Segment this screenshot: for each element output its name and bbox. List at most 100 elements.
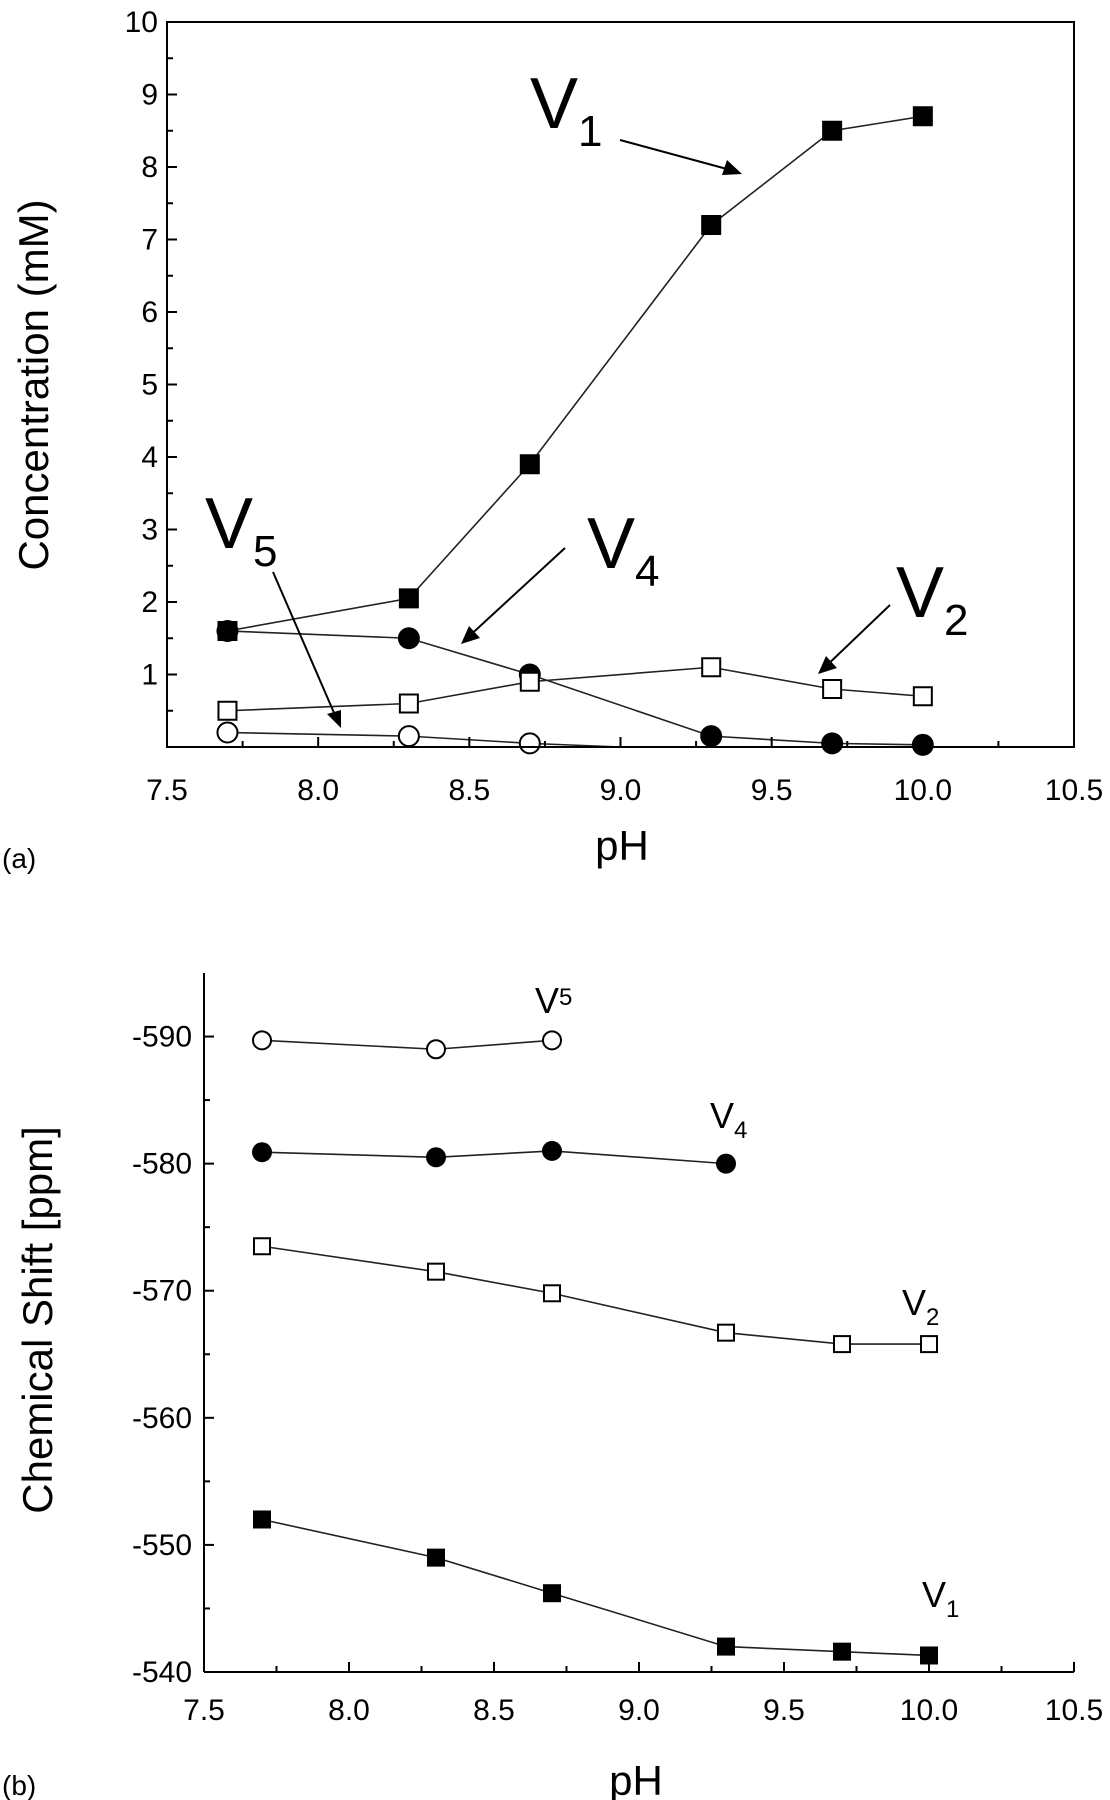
panel-a-point-v2: [398, 693, 419, 714]
panel-b-ytick-label: -560: [132, 1402, 192, 1435]
panel-b-xtick-label: 8.5: [473, 1694, 515, 1727]
panel-b-xtick-label: 7.5: [183, 1694, 225, 1727]
panel-a-point-v2: [912, 686, 933, 707]
panel-a-point-v5: [397, 725, 420, 748]
panel-a-line-v4: [227, 630, 923, 746]
panel-a-series-v1: [217, 106, 933, 641]
panel-a-point-v2: [822, 679, 843, 699]
panel-b-point-v2: [920, 1335, 938, 1354]
panel-a-line-v2: [227, 666, 923, 712]
panel-a-point-v2: [701, 657, 722, 678]
panel-b-point-v1: [427, 1548, 445, 1567]
panel-a-point-v4: [821, 732, 844, 755]
panel-a-arrow-v5: [272, 571, 339, 723]
panel-a-arrow-v2: [821, 604, 891, 671]
panel-a-axes: 7.5 8.0 8.5 9.0 9.5 10.0 10.5 1 2 3 4 5 6 7 8 9 10: [125, 6, 1104, 807]
panel-a-ylabel: Concentration (mM): [10, 199, 57, 570]
panel-b-plot-area: [252, 1030, 938, 1665]
panel-b-annotation-v2: V2: [902, 1282, 939, 1331]
panel-b-series-v1: [253, 1510, 938, 1665]
panel-a-tag: (a): [2, 843, 36, 874]
panel-b-ytick-label: -540: [132, 1656, 192, 1689]
panel-b-point-v4: [542, 1140, 562, 1161]
panel-b-point-v1: [833, 1642, 851, 1661]
panel-b-point-v2: [833, 1335, 851, 1354]
panel-b-xtick-label: 10.0: [900, 1694, 958, 1727]
panel-a-annotation-v2: V2: [818, 553, 969, 674]
panel-a-concentration-chart: 7.5 8.0 8.5 9.0 9.5 10.0 10.5 1 2 3 4 5 6 7 8 9 10 pH Co…: [2, 6, 1103, 874]
panel-a-annotation-v4: V4: [461, 504, 660, 644]
panel-a-point-v1: [398, 588, 419, 609]
panel-b-series-v4: [252, 1140, 736, 1174]
panel-b-xtick-label: 9.5: [763, 1694, 805, 1727]
panel-a-line-v1: [227, 115, 923, 632]
panel-b-ytick-label: -580: [132, 1148, 192, 1181]
panel-b-line-v4: [261, 1150, 727, 1165]
panel-a-annotation-v1: V1: [530, 64, 742, 175]
panel-a-point-v4: [397, 627, 420, 650]
panel-b-point-v4: [426, 1147, 446, 1168]
panel-a-xtick-label: 9.0: [600, 774, 642, 807]
panel-a-point-v2: [217, 700, 238, 721]
panel-b-chemical-shift-chart: 7.5 8.0 8.5 9.0 9.5 10.0 10.5 -540 -550 -560 -570 -…: [2, 973, 1103, 1800]
panel-a-line-v5: [227, 731, 621, 748]
panel-b-point-v5: [426, 1039, 446, 1060]
panel-b-xtick-label: 10.5: [1045, 1694, 1103, 1727]
svg-text:V1: V1: [530, 64, 603, 156]
panel-b-point-v2: [427, 1262, 445, 1281]
svg-text:V2: V2: [896, 553, 969, 645]
panel-a-frame: [166, 21, 1075, 748]
panel-a-point-v2: [519, 671, 540, 692]
panel-b-point-v1: [543, 1584, 561, 1603]
panel-b-point-v1: [717, 1637, 735, 1656]
panel-b-point-v5: [252, 1030, 272, 1051]
panel-b-series-v5: [252, 1030, 562, 1060]
panel-a-ytick-label: 9: [141, 79, 158, 112]
panel-a-point-v5: [518, 732, 541, 755]
panel-b-annotation-v4: V4: [710, 1095, 747, 1144]
panel-b-point-v1: [253, 1510, 271, 1529]
panel-a-xtick-label: 7.5: [146, 774, 188, 807]
panel-b-annotation-v5: V5: [535, 980, 572, 1021]
panel-a-point-v1: [822, 120, 843, 141]
panel-a-ytick-label: 2: [141, 586, 158, 619]
panel-a-ytick-label: 8: [141, 151, 158, 184]
panel-b-ylabel: Chemical Shift [ppm]: [14, 1126, 61, 1513]
panel-a-xtick-label: 8.5: [448, 774, 490, 807]
panel-a-xtick-label: 8.0: [297, 774, 339, 807]
panel-a-ytick-label: 3: [141, 514, 158, 547]
panel-b-xtick-label: 9.0: [618, 1694, 660, 1727]
panel-b-point-v2: [253, 1237, 271, 1256]
panel-a-series-v5: [216, 721, 621, 755]
panel-a-arrow-v1: [619, 139, 739, 173]
panel-a-ytick-label: 10: [125, 6, 158, 39]
panel-b-xtick-label: 8.0: [328, 1694, 370, 1727]
panel-a-xtick-label: 10.5: [1045, 774, 1103, 807]
svg-text:V5: V5: [205, 484, 278, 576]
panel-b-tag: (b): [2, 1770, 36, 1800]
panel-a-annotation-v5: V5: [205, 484, 341, 728]
panel-b-ytick-label: -570: [132, 1275, 192, 1308]
panel-a-point-v1: [701, 215, 722, 235]
panel-a-arrow-v4: [464, 547, 566, 641]
panel-b-axes: 7.5 8.0 8.5 9.0 9.5 10.0 10.5 -540 -550 -560 -570 -…: [132, 1021, 1103, 1727]
panel-b-point-v4: [252, 1142, 272, 1163]
panel-a-ytick-label: 5: [141, 369, 158, 402]
panel-a-ytick-label: 6: [141, 296, 158, 329]
panel-b-point-v2: [717, 1323, 735, 1342]
panel-b-point-v4: [716, 1153, 736, 1174]
panel-b-point-v1: [920, 1646, 938, 1665]
panel-b-xlabel: pH: [609, 1757, 663, 1800]
panel-a-point-v4: [216, 620, 239, 642]
panel-b-line-v5: [261, 1039, 553, 1051]
panel-a-ytick-label: 7: [141, 224, 158, 257]
panel-a-point-v1: [519, 454, 540, 475]
panel-a-xtick-label: 10.0: [894, 774, 952, 807]
panel-b-annotation-v1: V1: [922, 1574, 959, 1623]
panel-a-plot-area: [216, 106, 934, 756]
panel-a-xlabel: pH: [595, 822, 649, 869]
panel-b-point-v5: [542, 1030, 562, 1051]
panel-a-point-v1: [912, 106, 933, 127]
panel-a-ytick-label: 1: [141, 659, 158, 692]
